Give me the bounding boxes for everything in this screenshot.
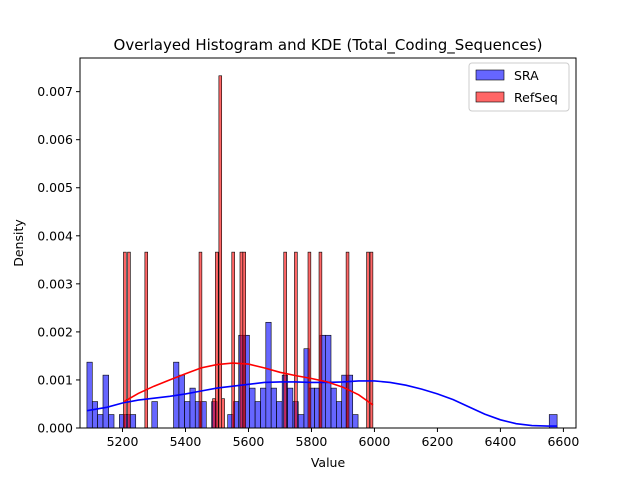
bar-sra bbox=[270, 387, 277, 429]
x-tick-label: 6600 bbox=[547, 434, 579, 449]
bar-refseq bbox=[242, 251, 246, 429]
bar-sra bbox=[330, 387, 337, 429]
chart-title: Overlayed Histogram and KDE (Total_Codin… bbox=[114, 36, 543, 55]
bar-sra bbox=[352, 414, 359, 429]
bar-sra bbox=[249, 387, 256, 429]
bar-refseq bbox=[231, 251, 235, 429]
x-axis-label: Value bbox=[311, 455, 346, 470]
bar-refseq bbox=[345, 251, 350, 429]
bar-refseq bbox=[239, 251, 244, 429]
legend: SRA RefSeq bbox=[468, 62, 570, 112]
x-tick-label: 5200 bbox=[107, 434, 139, 449]
y-tick-label: 0.002 bbox=[37, 324, 73, 339]
bar-refseq bbox=[218, 75, 223, 429]
x-tick-label: 6200 bbox=[422, 434, 454, 449]
x-axis: 5200 5400 5600 5800 6000 6200 6400 6600 bbox=[107, 428, 579, 449]
y-axis: 0.000 0.001 0.002 0.003 0.004 0.005 0.006 0.007 bbox=[37, 84, 80, 436]
bar-refseq bbox=[283, 251, 287, 429]
bar-refseq bbox=[215, 251, 219, 429]
y-tick-label: 0.007 bbox=[37, 84, 73, 99]
legend-swatch-refseq bbox=[475, 91, 505, 103]
legend-label-sra: SRA bbox=[514, 68, 539, 83]
x-tick-label: 6000 bbox=[359, 434, 391, 449]
bar-sra bbox=[297, 414, 305, 429]
y-axis-label: Density bbox=[11, 219, 26, 267]
bar-refseq bbox=[212, 398, 216, 429]
bar-refseq bbox=[294, 251, 298, 429]
bar-sra bbox=[97, 414, 104, 429]
bar-sra bbox=[287, 387, 294, 429]
x-tick-label: 6400 bbox=[485, 434, 517, 449]
y-tick-label: 0.001 bbox=[37, 372, 73, 387]
bar-sra bbox=[86, 361, 93, 429]
y-tick-label: 0.003 bbox=[37, 276, 73, 291]
axes-frame bbox=[79, 57, 577, 429]
bar-sra bbox=[102, 374, 109, 429]
bar-sra bbox=[91, 401, 98, 429]
y-tick-label: 0.006 bbox=[37, 132, 73, 147]
bar-sra bbox=[108, 414, 115, 429]
legend-label-refseq: RefSeq bbox=[514, 90, 558, 105]
bar-sra bbox=[260, 387, 267, 429]
x-tick-label: 5600 bbox=[233, 434, 265, 449]
y-tick-label: 0.004 bbox=[37, 228, 73, 243]
bar-sra bbox=[129, 414, 137, 429]
bar-refseq bbox=[307, 251, 312, 429]
x-tick-label: 5400 bbox=[170, 434, 202, 449]
bar-sra bbox=[178, 374, 185, 429]
bar-sra bbox=[189, 387, 196, 429]
bar-refseq bbox=[318, 251, 323, 429]
kde-line-refseq bbox=[123, 362, 374, 406]
bar-sra bbox=[276, 401, 283, 429]
bar-sra bbox=[336, 401, 342, 429]
bar-sra bbox=[184, 401, 191, 429]
legend-swatch-sra bbox=[475, 69, 505, 81]
bar-refseq bbox=[221, 398, 225, 429]
bar-sra bbox=[265, 321, 272, 429]
bar-refseq bbox=[369, 251, 374, 429]
y-tick-label: 0.000 bbox=[37, 421, 73, 436]
bar-sra bbox=[254, 401, 261, 429]
y-tick-label: 0.005 bbox=[37, 180, 73, 195]
bar-refseq bbox=[198, 251, 203, 429]
x-tick-label: 5800 bbox=[296, 434, 328, 449]
bar-sra bbox=[151, 401, 158, 429]
bar-refseq bbox=[144, 251, 149, 429]
